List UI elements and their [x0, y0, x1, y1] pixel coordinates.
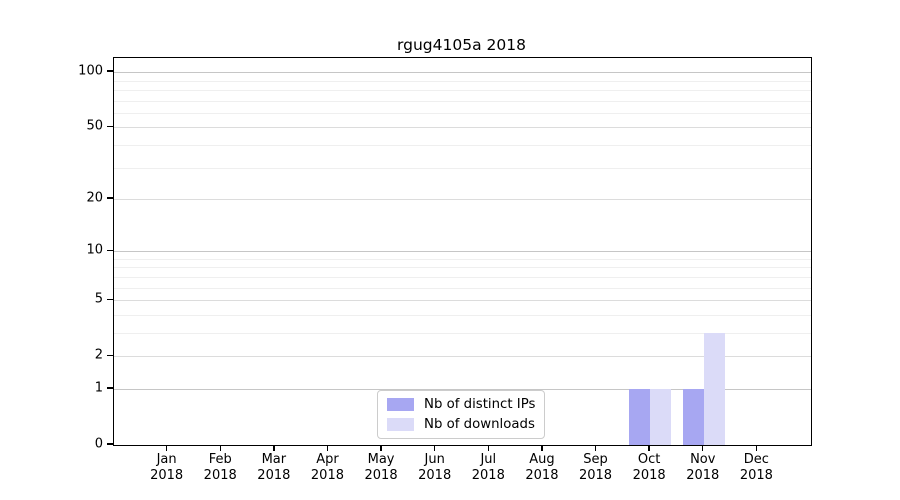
x-tick-mark-oct: [648, 445, 650, 452]
bar-nov-nb-of-distinct-ips: [682, 389, 704, 445]
legend: Nb of distinct IPs Nb of downloads: [377, 390, 546, 439]
x-tick-mark-aug: [541, 445, 543, 452]
gridline-y-40: [114, 144, 811, 146]
y-tick-mark-10: [107, 249, 113, 251]
x-tick-year-may: 2018: [364, 468, 398, 483]
x-tick-label-nov: Nov 2018: [686, 452, 720, 483]
x-tick-year-aug: 2018: [525, 468, 559, 483]
x-tick-year-jul: 2018: [471, 468, 505, 483]
y-tick-mark-5: [107, 298, 113, 300]
y-tick-label-50: 50: [86, 118, 103, 134]
y-tick-mark-100: [107, 70, 113, 72]
gridline-y-4: [114, 314, 811, 316]
x-tick-mark-nov: [702, 445, 704, 452]
x-tick-label-feb: Feb 2018: [203, 452, 237, 483]
gridline-y-80: [114, 89, 811, 91]
x-tick-year-sep: 2018: [578, 468, 613, 483]
legend-item-downloads: Nb of downloads: [387, 417, 535, 432]
x-tick-label-apr: Apr 2018: [310, 452, 344, 483]
y-tick-label-0: 0: [94, 436, 103, 452]
y-tick-label-20: 20: [86, 190, 103, 206]
x-tick-label-aug: Aug 2018: [525, 452, 559, 483]
x-tick-year-jan: 2018: [150, 468, 184, 483]
y-tick-label-100: 100: [78, 63, 103, 79]
x-tick-label-may: May 2018: [364, 452, 398, 483]
gridline-y-5: [114, 300, 811, 302]
x-tick-label-jul: Jul 2018: [471, 452, 505, 483]
x-tick-year-nov: 2018: [686, 468, 720, 483]
x-tick-year-dec: 2018: [739, 468, 773, 483]
gridline-y-30: [114, 167, 811, 169]
plot-area: [113, 57, 812, 446]
y-tick-mark-2: [107, 354, 113, 356]
gridline-y-3: [114, 332, 811, 334]
bar-nov-nb-of-downloads: [703, 332, 725, 445]
gridline-y-2: [114, 356, 811, 358]
x-tick-year-oct: 2018: [632, 468, 666, 483]
y-tick-label-10: 10: [86, 242, 103, 258]
x-tick-label-oct: Oct 2018: [632, 452, 666, 483]
gridline-y-9: [114, 258, 811, 260]
gridline-y-70: [114, 100, 811, 102]
x-tick-year-mar: 2018: [257, 468, 291, 483]
x-tick-label-jun: Jun 2018: [418, 452, 452, 483]
gridline-y-6: [114, 287, 811, 289]
x-tick-mark-jan: [165, 445, 168, 452]
y-tick-label-2: 2: [94, 347, 103, 363]
x-tick-mark-jul: [487, 445, 489, 452]
y-tick-label-1: 1: [94, 380, 103, 396]
legend-label-downloads: Nb of downloads: [424, 417, 535, 432]
x-tick-year-jun: 2018: [418, 468, 452, 483]
x-tick-mark-feb: [219, 445, 221, 452]
y-tick-mark-20: [107, 197, 113, 199]
x-tick-year-apr: 2018: [310, 468, 344, 483]
y-tick-mark-0: [107, 443, 113, 445]
x-tick-mark-dec: [755, 445, 758, 452]
x-tick-mark-may: [380, 445, 382, 452]
gridline-y-1: [114, 388, 811, 390]
gridline-y-100: [114, 72, 811, 74]
gridline-y-8: [114, 267, 811, 269]
y-tick-mark-50: [107, 125, 113, 127]
x-tick-label-dec: Dec 2018: [739, 452, 773, 483]
gridline-y-10: [114, 251, 811, 253]
gridline-y-20: [114, 198, 811, 200]
x-tick-mark-jun: [433, 445, 436, 452]
gridline-y-7: [114, 276, 811, 278]
legend-label-distinct-ips: Nb of distinct IPs: [424, 397, 536, 412]
bar-oct-nb-of-distinct-ips: [629, 389, 651, 445]
legend-item-distinct-ips: Nb of distinct IPs: [387, 397, 535, 412]
gridline-y-50: [114, 127, 811, 129]
y-tick-label-5: 5: [94, 291, 103, 307]
chart-title: rgug4105a 2018: [397, 36, 526, 54]
bar-oct-nb-of-downloads: [650, 389, 672, 445]
x-tick-label-jan: Jan 2018: [150, 452, 184, 483]
x-tick-mark-sep: [594, 445, 597, 452]
downloads-swatch-icon: [387, 418, 414, 431]
x-tick-mark-mar: [273, 445, 275, 452]
y-tick-mark-1: [107, 387, 113, 389]
x-tick-label-mar: Mar 2018: [257, 452, 291, 483]
gridline-y-90: [114, 80, 811, 82]
x-tick-label-sep: Sep 2018: [578, 452, 613, 483]
gridline-y-60: [114, 112, 811, 114]
x-tick-year-feb: 2018: [203, 468, 237, 483]
distinct-ips-swatch-icon: [387, 398, 414, 411]
x-tick-mark-apr: [326, 445, 329, 452]
